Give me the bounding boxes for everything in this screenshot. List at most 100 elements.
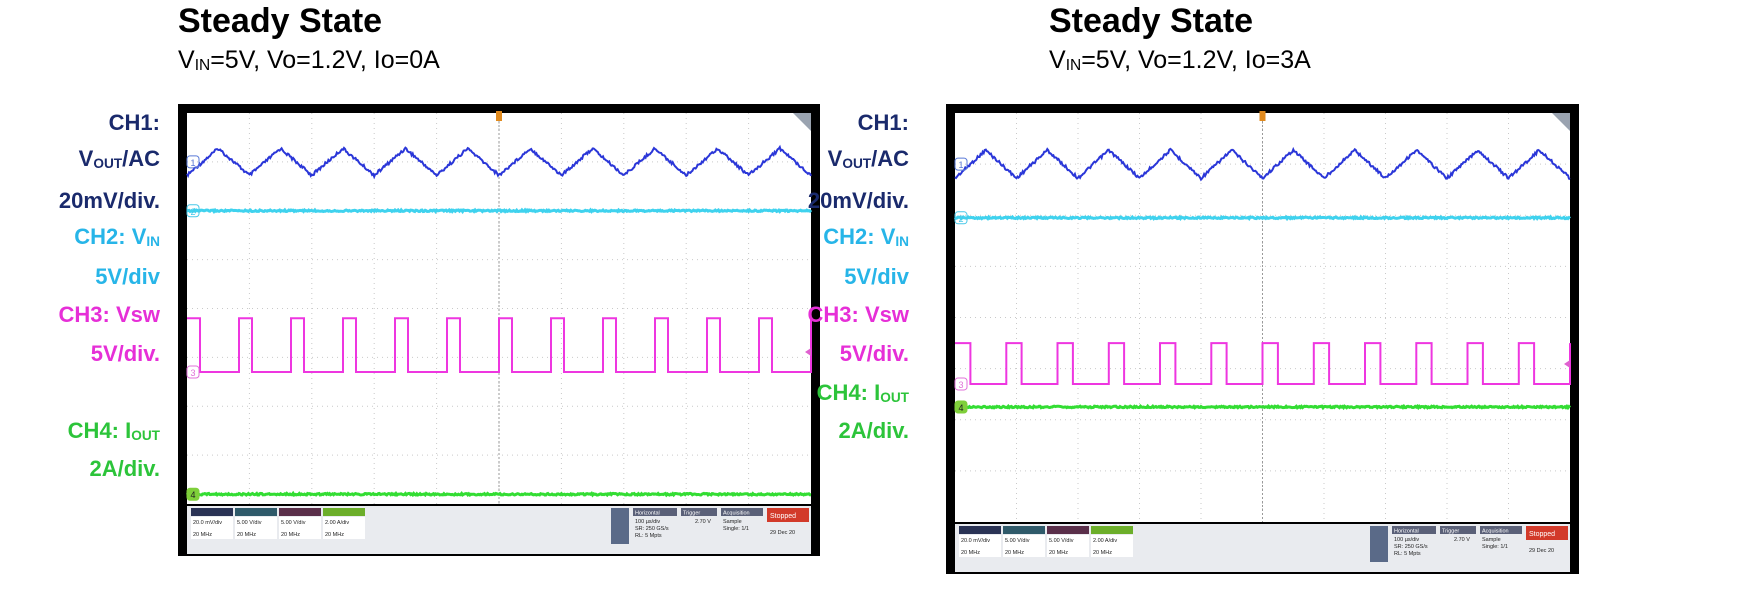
status-channel-header — [1047, 526, 1089, 534]
horizontal-scale: 100 µs/div — [635, 519, 660, 525]
trigger-position-marker — [496, 111, 502, 121]
ch2-label-line2: 5V/div — [844, 264, 909, 289]
oscilloscope-plot: 1 2 3 4 20.0 mV/div 20 MHz 5.00 V/div 20 MHz 5.0… — [185, 111, 813, 554]
horizontal-record-length: RL: 5 Mpts — [635, 533, 662, 539]
acquisition-mode: Sample — [723, 519, 742, 525]
ch1-label-line1: CH1: — [108, 110, 160, 135]
status-channel-header — [323, 508, 365, 516]
marker-label: 2 — [190, 207, 195, 217]
horizontal-label: Horizontal — [1394, 529, 1419, 535]
ch3-label-line1: CH3: Vsw — [807, 302, 909, 327]
acquisition-label: Acquisition — [723, 511, 750, 517]
marker-label: 2 — [958, 214, 963, 224]
ch4-waveform — [954, 403, 1572, 411]
acquisition-state: Stopped — [770, 513, 796, 520]
ch1-ground-marker: 1 — [954, 157, 968, 171]
status-channel-scale: 2.00 A/div — [325, 520, 349, 526]
ch1-waveform — [954, 146, 1571, 182]
status-channel-box — [1091, 535, 1133, 557]
acquisition-single: Single: 1/1 — [1482, 544, 1508, 550]
oscilloscope-screen: 1 2 3 4 20.0 mV/div 20 MHz 5.00 V/div 20 MHz 5.0… — [946, 104, 1579, 574]
trigger-level: 2.70 V — [695, 519, 711, 525]
status-channel-header — [1091, 526, 1133, 534]
ch2-ground-marker: 2 — [186, 204, 200, 218]
ch4-ground-marker: 4 — [186, 487, 200, 501]
acquisition-single: Single: 1/1 — [723, 526, 749, 532]
status-channel-bw: 20 MHz — [237, 532, 256, 538]
ch1-waveform — [186, 144, 812, 180]
status-channel-header — [191, 508, 233, 516]
ch3-waveform — [955, 342, 1571, 385]
math-ref-bus-button — [611, 508, 629, 544]
ch2-label-line2: 5V/div — [95, 264, 160, 289]
status-channel-bw: 20 MHz — [325, 532, 344, 538]
stopped-state-badge — [767, 508, 809, 522]
marker-label: 3 — [958, 380, 963, 390]
math-ref-bus-button — [1370, 526, 1388, 562]
status-channel-header — [235, 508, 277, 516]
ch1-label-line2: VOUT/AC — [78, 146, 160, 171]
status-channel-bw: 20 MHz — [1093, 550, 1112, 556]
horizontal-header — [633, 508, 677, 516]
ch3-label-line1: CH3: Vsw — [58, 302, 160, 327]
ch4-label-line2: 2A/div. — [838, 418, 909, 443]
status-channel-scale: 5.00 V/div — [1005, 538, 1030, 544]
ch3-ground-marker: 3 — [186, 365, 200, 379]
horizontal-sample-rate: SR: 250 GS/s — [635, 526, 669, 532]
trigger-level-icon — [1564, 359, 1570, 368]
status-channel-box — [235, 517, 277, 539]
ch2-label-line1: CH2: VIN — [823, 224, 909, 249]
ch3-label-line2: 5V/div. — [90, 341, 160, 366]
trigger-header — [681, 508, 717, 516]
ch2-waveform — [953, 214, 1571, 222]
marker-label: 4 — [190, 490, 195, 500]
scope-panel-right: Steady State VIN=5V, Vo=1.2V, Io=3A CH1:… — [808, 0, 1742, 592]
ch1-label-line3: 20mV/div. — [58, 188, 160, 213]
horizontal-scale: 100 µs/div — [1394, 537, 1419, 543]
corner-indicator-icon — [1552, 113, 1570, 131]
status-channel-scale: 5.00 V/div — [237, 520, 262, 526]
scope-panel-left: Steady State VIN=5V, Vo=1.2V, Io=0A CH1:… — [58, 2, 820, 556]
status-channel-box — [1003, 535, 1045, 557]
ch4-ground-marker: 4 — [954, 400, 968, 414]
marker-label: 4 — [958, 403, 963, 413]
chart-subtitle: VIN=5V, Vo=1.2V, Io=0A — [178, 46, 440, 74]
status-channel-header — [1003, 526, 1045, 534]
ch4-waveform — [185, 490, 812, 498]
acquisition-state: Stopped — [1529, 531, 1555, 538]
status-date: 29 Dec 20 — [770, 530, 795, 536]
status-channel-bw: 20 MHz — [1005, 550, 1024, 556]
horizontal-record-length: RL: 5 Mpts — [1394, 551, 1421, 557]
status-channel-box — [191, 517, 233, 539]
horizontal-sample-rate: SR: 250 GS/s — [1394, 544, 1428, 550]
stopped-state-badge — [1526, 526, 1568, 540]
status-channel-scale: 20.0 mV/div — [961, 538, 990, 544]
marker-label: 3 — [190, 368, 195, 378]
horizontal-label: Horizontal — [635, 511, 660, 517]
ch1-ground-marker: 1 — [186, 155, 200, 169]
trigger-label: Trigger — [1442, 529, 1459, 535]
acquisition-mode: Sample — [1482, 537, 1501, 543]
ch1-label-line2: VOUT/AC — [827, 146, 909, 171]
trigger-level-icon — [805, 348, 811, 357]
trigger-label: Trigger — [683, 511, 700, 517]
ch4-label-line1: CH4: IOUT — [67, 418, 160, 443]
chart-title: Steady State — [178, 2, 383, 40]
oscilloscope-plot: 1 2 3 4 20.0 mV/div 20 MHz 5.00 V/div 20 MHz 5.0… — [953, 111, 1572, 572]
status-channel-bw: 20 MHz — [1049, 550, 1068, 556]
horizontal-header — [1392, 526, 1436, 534]
acquisition-header — [721, 508, 763, 516]
trigger-level: 2.70 V — [1454, 537, 1470, 543]
status-channel-scale: 5.00 V/div — [281, 520, 306, 526]
status-date: 29 Dec 20 — [1529, 548, 1554, 554]
trigger-position-marker — [1259, 111, 1266, 121]
ch1-label-line1: CH1: — [857, 110, 909, 135]
status-channel-box — [959, 535, 1001, 557]
trigger-header — [1440, 526, 1476, 534]
chart-title: Steady State — [1049, 2, 1254, 40]
status-channel-header — [279, 508, 321, 516]
status-channel-bw: 20 MHz — [193, 532, 212, 538]
status-channel-scale: 20.0 mV/div — [193, 520, 222, 526]
oscilloscope-screen: 1 2 3 4 20.0 mV/div 20 MHz 5.00 V/div 20 MHz 5.0… — [178, 104, 820, 556]
status-channel-scale: 2.00 A/div — [1093, 538, 1117, 544]
